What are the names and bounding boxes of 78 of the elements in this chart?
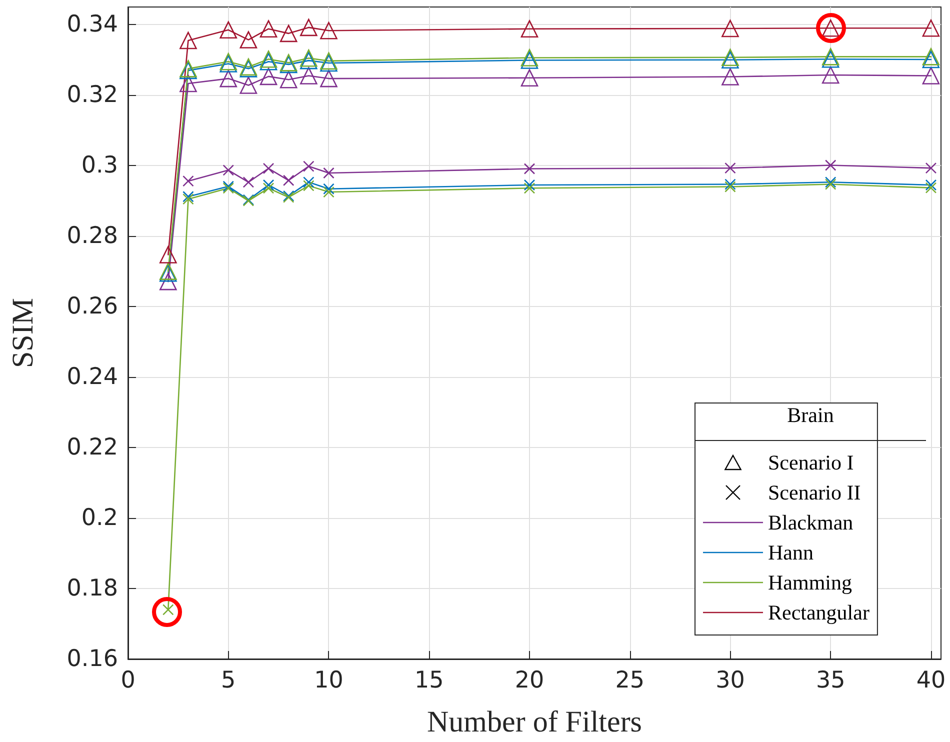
- y-tick-label: 0.28: [66, 223, 118, 250]
- point: [280, 24, 298, 42]
- point: [925, 182, 937, 194]
- point: [242, 176, 254, 188]
- point: [722, 68, 739, 86]
- point: [262, 179, 274, 191]
- point: [323, 186, 334, 198]
- legend-label: Blackman: [768, 510, 854, 534]
- point: [160, 246, 177, 264]
- point: [220, 70, 238, 88]
- point: [323, 183, 334, 195]
- x-tick-label: 15: [414, 668, 444, 694]
- point: [160, 272, 177, 290]
- y-tick-label: 0.22: [66, 434, 118, 461]
- point: [724, 181, 736, 192]
- x-tick-label: 40: [916, 668, 946, 694]
- legend-label: Hamming: [768, 570, 852, 594]
- point: [260, 20, 278, 38]
- legend-label: Scenario I: [768, 450, 854, 474]
- legend-title: Brain: [786, 403, 835, 429]
- point: [262, 162, 274, 174]
- y-tick-label: 0.3: [81, 152, 118, 179]
- point: [262, 182, 274, 194]
- point: [922, 19, 940, 37]
- point: [300, 18, 318, 36]
- point: [280, 70, 298, 88]
- x-tick-label: 0: [120, 668, 136, 694]
- point: [303, 176, 314, 188]
- x-tick-label: 35: [816, 668, 846, 694]
- point: [922, 48, 940, 66]
- point: [182, 193, 194, 205]
- legend-label: Hann: [768, 540, 814, 564]
- point: [724, 178, 736, 190]
- point: [240, 31, 258, 48]
- y-tick-label: 0.2: [81, 505, 118, 532]
- point: [824, 160, 836, 171]
- x-tick-label: 20: [514, 668, 544, 694]
- point: [520, 20, 538, 38]
- point: [282, 174, 294, 186]
- x-tick-label: 25: [615, 668, 644, 694]
- point: [303, 180, 314, 192]
- point: [524, 182, 536, 194]
- point: [300, 67, 318, 84]
- point: [220, 21, 238, 39]
- point: [240, 76, 258, 94]
- y-tick-label: 0.16: [66, 646, 118, 672]
- point: [320, 70, 338, 88]
- y-axis-title: SSIM: [6, 298, 40, 368]
- point: [922, 50, 940, 68]
- x-tick-label: 10: [314, 668, 344, 694]
- point: [520, 69, 538, 86]
- point: [922, 67, 940, 84]
- y-tick-label: 0.18: [66, 576, 118, 602]
- x-tick-label: 30: [716, 668, 745, 694]
- y-tick-label: 0.34: [66, 12, 118, 38]
- y-tick-label: 0.24: [66, 364, 118, 390]
- point: [722, 20, 739, 38]
- y-tick-label: 0.26: [66, 294, 118, 320]
- x-axis-title: Number of Filters: [427, 706, 642, 738]
- point: [925, 162, 937, 174]
- point: [724, 162, 736, 174]
- point: [182, 175, 194, 187]
- point: [524, 179, 536, 191]
- legend-label: Rectangular: [768, 600, 870, 624]
- y-tick-label: 0.32: [66, 82, 118, 108]
- point: [182, 190, 194, 202]
- point: [303, 160, 314, 172]
- point: [320, 22, 338, 40]
- point: [180, 32, 197, 50]
- point: [180, 74, 197, 92]
- point: [323, 167, 334, 179]
- point: [260, 68, 278, 86]
- point: [925, 179, 937, 191]
- x-tick-label: 5: [221, 668, 236, 694]
- point: [222, 164, 234, 176]
- point: [822, 66, 840, 84]
- point: [524, 163, 536, 174]
- legend-label: Scenario II: [768, 480, 861, 504]
